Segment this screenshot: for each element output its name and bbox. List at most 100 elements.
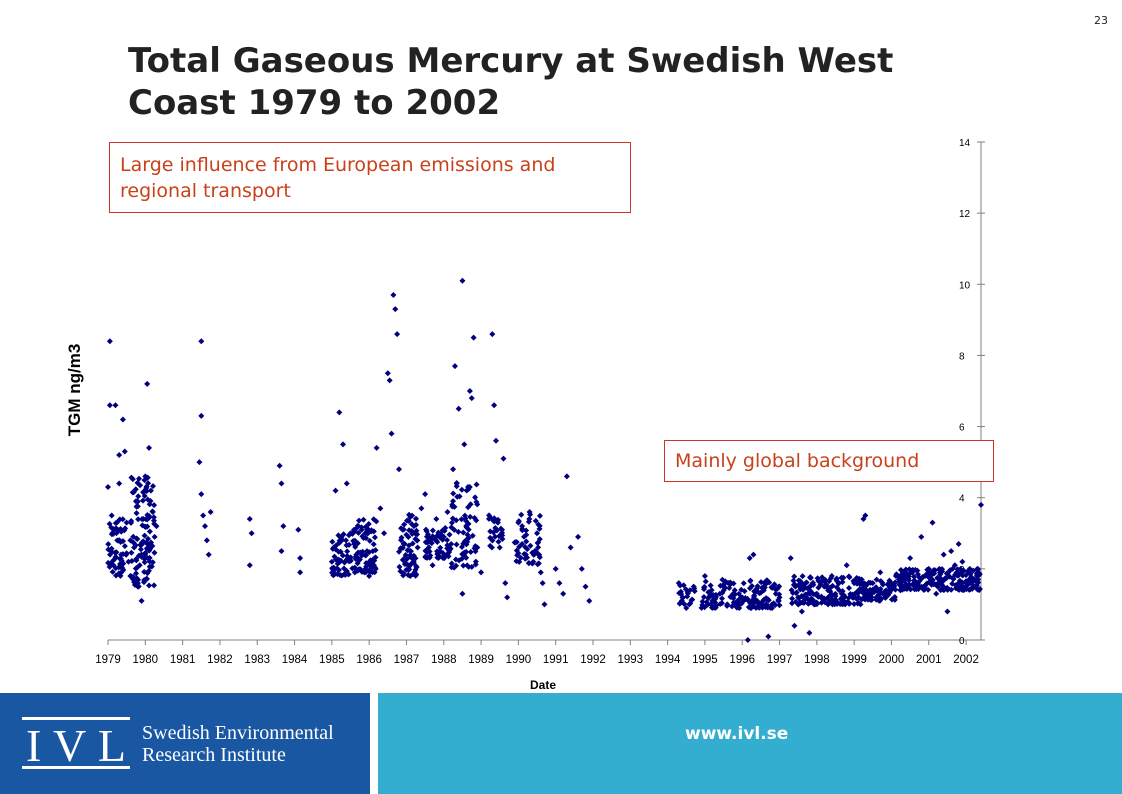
data-point bbox=[115, 537, 122, 544]
data-point bbox=[929, 569, 936, 576]
data-point bbox=[929, 519, 936, 526]
y-tick-label: 4 bbox=[959, 494, 965, 505]
x-tick-label: 1986 bbox=[356, 654, 382, 666]
data-point bbox=[493, 437, 499, 444]
data-point bbox=[371, 534, 378, 541]
data-point bbox=[449, 503, 456, 510]
data-point bbox=[487, 542, 494, 549]
data-point bbox=[956, 581, 963, 588]
data-point bbox=[567, 544, 574, 551]
data-point bbox=[756, 604, 763, 611]
data-point bbox=[974, 585, 981, 592]
data-point bbox=[727, 579, 734, 586]
data-point bbox=[108, 512, 115, 519]
data-point bbox=[939, 568, 946, 575]
data-point bbox=[862, 586, 869, 593]
data-point bbox=[113, 530, 120, 537]
data-point bbox=[138, 516, 145, 523]
data-point bbox=[138, 597, 145, 604]
data-point bbox=[966, 586, 973, 593]
data-point bbox=[463, 524, 470, 531]
data-point bbox=[207, 508, 214, 515]
x-tick-label: 2002 bbox=[953, 654, 979, 666]
data-point bbox=[862, 582, 869, 589]
data-point bbox=[578, 565, 585, 572]
y-tick-label: 8 bbox=[959, 351, 965, 362]
data-point bbox=[139, 497, 146, 504]
data-point bbox=[700, 594, 707, 601]
data-point bbox=[142, 549, 149, 556]
data-point bbox=[533, 548, 540, 555]
data-point bbox=[347, 554, 354, 561]
data-point bbox=[276, 462, 283, 469]
data-point bbox=[756, 590, 763, 597]
data-point bbox=[413, 521, 420, 528]
data-point bbox=[903, 585, 910, 592]
data-point bbox=[467, 513, 474, 520]
data-point bbox=[790, 577, 797, 584]
footer-logo-panel: IVL Swedish Environmental Research Insti… bbox=[0, 693, 370, 794]
data-point bbox=[392, 306, 399, 313]
data-point bbox=[119, 416, 126, 423]
data-point bbox=[400, 572, 407, 579]
data-point bbox=[789, 595, 796, 602]
data-point bbox=[428, 536, 435, 543]
data-point bbox=[899, 585, 906, 592]
data-point bbox=[129, 476, 136, 483]
data-point bbox=[748, 582, 755, 589]
data-point bbox=[684, 593, 691, 600]
data-point bbox=[771, 581, 778, 588]
org-name-line2: Research Institute bbox=[142, 744, 286, 766]
data-point bbox=[425, 531, 432, 538]
tgm-scatter-chart: 0246810121419791980198119821983198419851… bbox=[65, 138, 985, 692]
x-tick-label: 2001 bbox=[916, 654, 942, 666]
data-point bbox=[939, 586, 946, 593]
data-point bbox=[450, 466, 457, 473]
data-point bbox=[427, 552, 434, 559]
data-point bbox=[467, 548, 474, 555]
ivl-logo-letters: IVL bbox=[26, 720, 126, 769]
data-point bbox=[147, 487, 154, 494]
data-point bbox=[439, 536, 446, 543]
data-point bbox=[351, 569, 358, 576]
data-point bbox=[677, 582, 684, 589]
data-point bbox=[340, 441, 347, 448]
data-point bbox=[944, 608, 951, 615]
data-point bbox=[356, 566, 363, 573]
data-point bbox=[512, 539, 519, 546]
data-point bbox=[114, 519, 121, 526]
x-tick-label: 1983 bbox=[244, 654, 270, 666]
data-point bbox=[458, 486, 465, 493]
data-point bbox=[898, 571, 905, 578]
x-tick-label: 2000 bbox=[879, 654, 905, 666]
data-point bbox=[899, 577, 906, 584]
data-point bbox=[825, 596, 832, 603]
data-point bbox=[801, 595, 808, 602]
data-point bbox=[888, 596, 895, 603]
data-point bbox=[143, 539, 150, 546]
data-point bbox=[701, 572, 708, 579]
data-point bbox=[744, 637, 751, 643]
data-point bbox=[130, 574, 137, 581]
slide-title: Total Gaseous Mercury at Swedish West Co… bbox=[128, 41, 894, 123]
data-point bbox=[515, 518, 522, 525]
data-point bbox=[449, 515, 456, 522]
data-point bbox=[753, 604, 760, 611]
data-point bbox=[109, 568, 116, 575]
data-point bbox=[523, 538, 530, 545]
data-point bbox=[461, 512, 468, 519]
website-link[interactable]: www.ivl.se bbox=[685, 724, 789, 744]
data-point bbox=[491, 515, 498, 522]
data-point bbox=[466, 484, 473, 491]
data-point bbox=[913, 581, 920, 588]
data-point bbox=[414, 537, 421, 544]
data-point bbox=[762, 579, 769, 586]
data-point bbox=[712, 599, 719, 606]
data-point bbox=[151, 520, 158, 527]
data-point bbox=[802, 584, 809, 591]
data-point bbox=[112, 565, 119, 572]
data-point bbox=[402, 551, 409, 558]
data-point bbox=[105, 541, 112, 548]
data-point bbox=[134, 498, 141, 505]
x-tick-label: 1988 bbox=[431, 654, 457, 666]
